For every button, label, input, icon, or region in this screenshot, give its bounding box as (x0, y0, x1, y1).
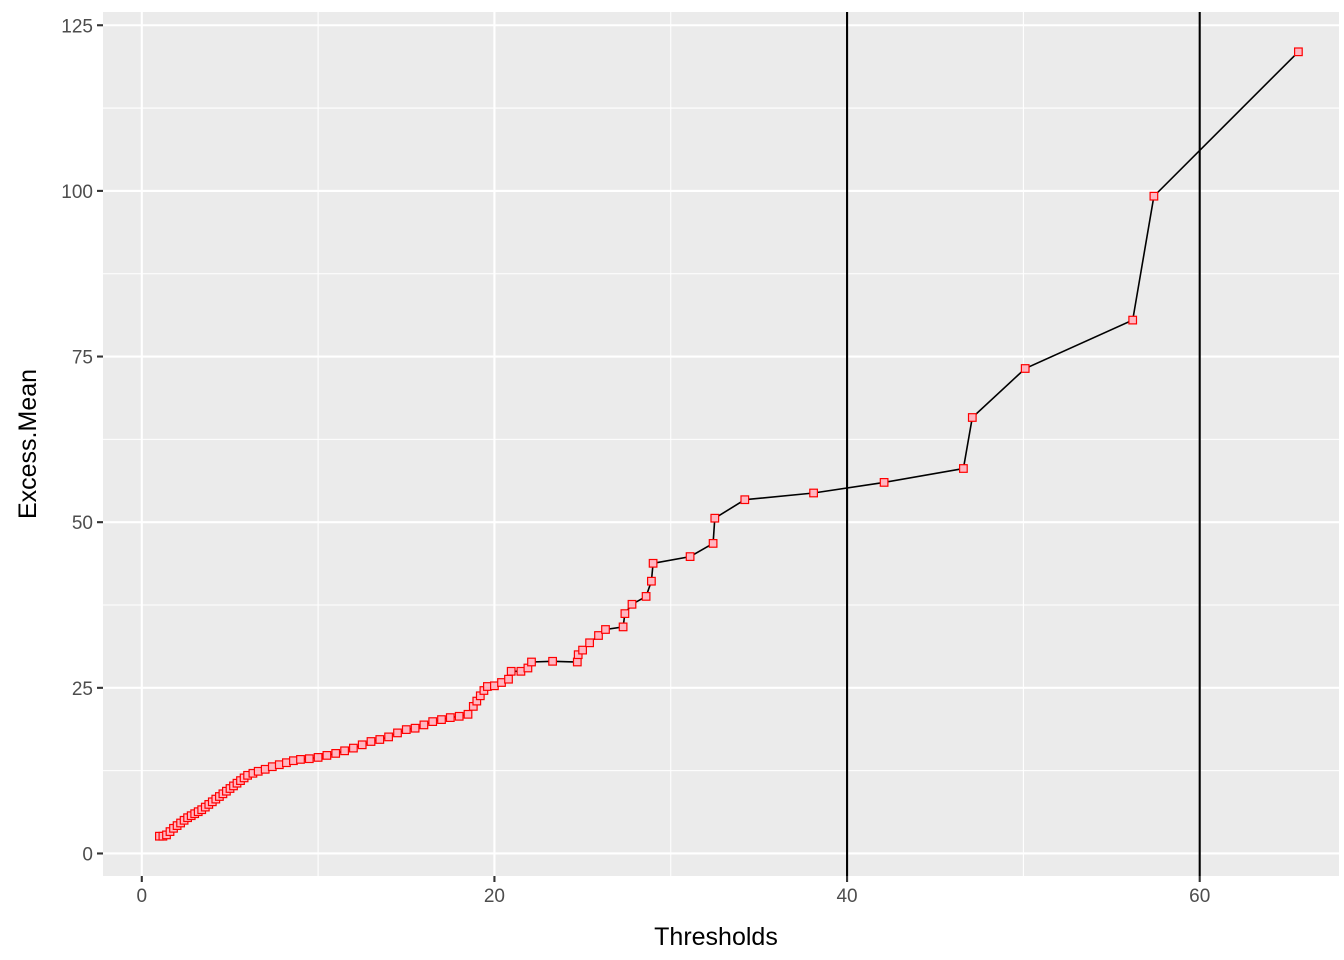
threshold-reference-lines (846, 12, 1201, 876)
x-tick-label: 60 (1189, 886, 1210, 907)
data-point (393, 728, 402, 738)
x-tick-label: 0 (137, 886, 148, 907)
data-point (1293, 47, 1303, 57)
y-axis-title: Excess.Mean (14, 369, 42, 519)
data-point (620, 609, 630, 618)
data-point (879, 478, 889, 487)
data-point (504, 674, 513, 684)
data-point (1020, 364, 1030, 373)
data-point (463, 709, 473, 719)
data-point (572, 657, 582, 667)
data-point (454, 711, 464, 721)
data-point (641, 591, 651, 601)
data-point (401, 725, 411, 734)
data-point (357, 740, 367, 750)
data-point (958, 464, 968, 473)
data-point (375, 735, 385, 744)
data-point (967, 413, 977, 422)
data-point (646, 576, 656, 586)
x-axis: 0 20 40 60 (137, 876, 1210, 907)
data-point (410, 723, 420, 733)
data-point (585, 638, 594, 648)
data-point (685, 552, 695, 561)
y-tick-label: 25 (72, 679, 93, 700)
data-point (274, 760, 284, 770)
x-axis-title: Thresholds (654, 923, 778, 951)
y-axis: 0 25 50 75 100 125 (61, 16, 103, 865)
data-point (289, 756, 298, 766)
excess-mean-points (155, 47, 1303, 841)
data-point (331, 748, 341, 758)
data-point (437, 715, 446, 724)
data-point (1128, 315, 1138, 325)
data-point (366, 737, 376, 746)
data-point (627, 599, 637, 609)
y-tick-label: 0 (82, 844, 93, 865)
y-tick-label: 125 (61, 16, 93, 37)
data-point (809, 488, 818, 498)
data-point (260, 764, 270, 774)
data-point (740, 495, 750, 505)
data-point (322, 750, 332, 760)
data-point (527, 657, 536, 667)
x-tick-label: 20 (484, 886, 505, 907)
x-tick-label: 40 (836, 886, 857, 907)
data-point (313, 752, 323, 762)
data-point (1149, 191, 1159, 201)
data-point (548, 656, 557, 666)
data-point (601, 625, 610, 634)
data-point (490, 681, 499, 691)
y-tick-label: 100 (61, 182, 93, 203)
data-point (708, 538, 718, 548)
data-point (296, 754, 305, 764)
data-point (304, 754, 314, 764)
data-point (340, 746, 349, 756)
plot-panel (103, 12, 1339, 876)
y-tick-label: 75 (72, 348, 93, 369)
data-point (506, 666, 516, 676)
data-point (445, 713, 455, 722)
data-point (428, 717, 438, 726)
data-point (384, 732, 393, 742)
data-point (594, 631, 603, 640)
data-point (349, 743, 358, 753)
data-point (578, 645, 587, 655)
data-point (618, 622, 628, 632)
data-point (648, 558, 658, 568)
data-point (419, 720, 429, 730)
data-point (710, 513, 720, 523)
y-tick-label: 50 (72, 513, 93, 534)
minor-gridlines (103, 12, 1339, 876)
